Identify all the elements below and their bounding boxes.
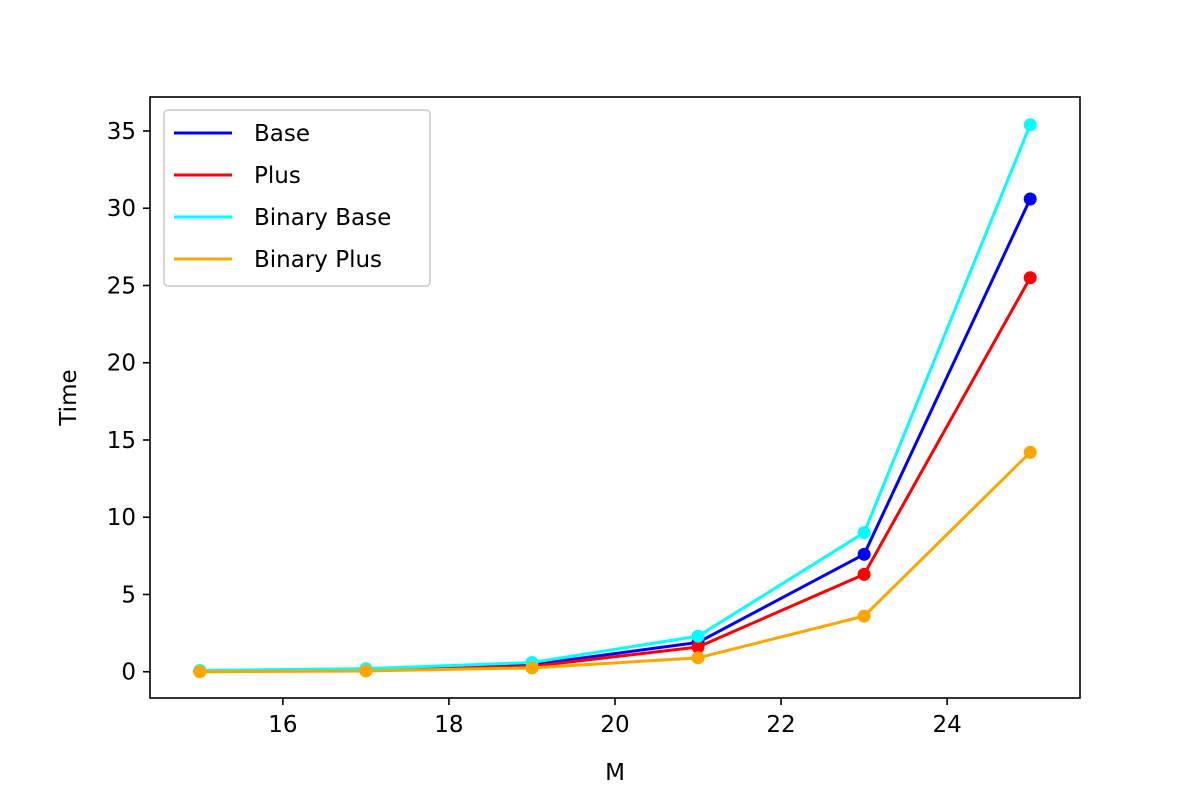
series-line-binary-base: [199, 124, 1032, 672]
legend-entry-binary-plus: Binary Plus: [174, 247, 382, 273]
y-tick-label: 35: [107, 119, 136, 145]
data-point-binary-plus: [359, 664, 373, 678]
data-point-plus: [1023, 271, 1037, 285]
data-point-binary-base: [857, 526, 871, 540]
x-tick-label: 24: [933, 712, 962, 738]
x-axis: 16 18 20 22 24: [268, 698, 962, 738]
y-tick-label: 5: [121, 582, 136, 608]
y-tick-label: 15: [107, 428, 136, 454]
y-tick-label: 20: [107, 351, 136, 377]
data-point-base: [857, 547, 871, 561]
data-point-binary-plus: [525, 661, 539, 675]
data-point-plus: [691, 640, 705, 654]
x-tick-label: 16: [268, 712, 297, 738]
y-tick-label: 30: [107, 196, 136, 222]
y-axis-label: Time: [56, 369, 82, 426]
legend-entry-base: Base: [174, 121, 310, 147]
data-point-plus: [857, 567, 871, 581]
legend-box: [163, 109, 431, 287]
x-axis-label: M: [605, 760, 625, 786]
data-point-binary-plus: [193, 665, 207, 679]
data-point-binary-base: [1023, 118, 1037, 132]
x-tick-label: 22: [766, 712, 795, 738]
legend-label: Base: [254, 121, 310, 147]
data-point-binary-plus: [1023, 445, 1037, 459]
y-tick-label: 0: [121, 660, 136, 686]
series-layer: [193, 118, 1037, 679]
series-line-binary-plus: [199, 451, 1032, 674]
legend: Base Plus Binary Base Binary Plus: [163, 109, 431, 287]
legend-label: Binary Plus: [254, 247, 382, 273]
x-tick-label: 20: [600, 712, 629, 738]
data-point-binary-plus: [691, 651, 705, 665]
data-point-binary-plus: [857, 609, 871, 623]
legend-label: Plus: [254, 163, 301, 189]
y-tick-label: 10: [107, 505, 136, 531]
data-point-base: [1023, 192, 1037, 206]
data-point-binary-base: [691, 629, 705, 643]
y-axis: 0 5 10 15 20 25 30 35: [107, 119, 150, 686]
y-tick-label: 25: [107, 273, 136, 299]
legend-label: Binary Base: [254, 205, 391, 231]
legend-entry-plus: Plus: [174, 163, 301, 189]
legend-entry-binary-base: Binary Base: [174, 205, 391, 231]
x-tick-label: 18: [434, 712, 463, 738]
series-binary-plus: [193, 445, 1037, 679]
